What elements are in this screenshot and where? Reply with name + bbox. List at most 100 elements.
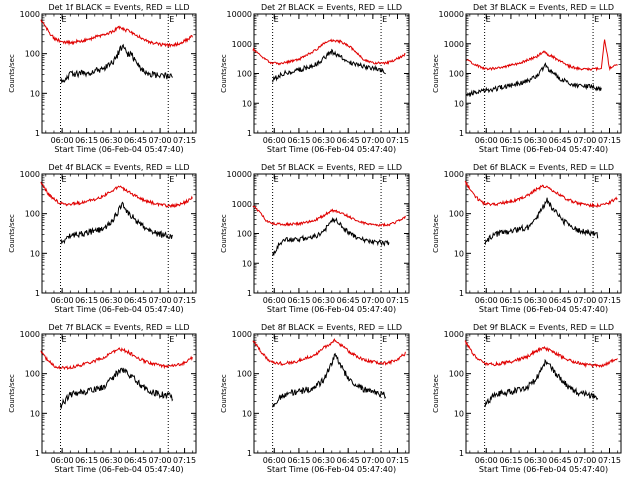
x-axis-label: Start Time (06-Feb-04 05:47:40): [54, 145, 183, 154]
x-tick-label: 07:00: [149, 136, 172, 145]
y-tick-label: 1: [35, 449, 40, 458]
y-tick-label: 10: [30, 409, 40, 418]
x-tick-label: 06:45: [549, 456, 572, 465]
x-tick-label: 06:15: [287, 456, 310, 465]
chart-title: Det 9f BLACK = Events, RED = LLD: [473, 323, 614, 332]
x-tick-label: 06:45: [549, 296, 572, 305]
x-tick-label: 07:15: [598, 456, 621, 465]
event-marker-label: E: [382, 335, 387, 344]
x-tick-label: 06:45: [337, 456, 360, 465]
event-marker-label: E: [274, 15, 279, 24]
x-tick-label: 06:30: [100, 136, 123, 145]
event-marker-label: E: [62, 175, 67, 184]
y-tick-label: 1000: [232, 200, 252, 209]
y-axis-label: Counts/sec: [8, 374, 16, 413]
x-tick-label: 06:00: [475, 136, 498, 145]
plot-frame: [253, 333, 410, 454]
x-tick-label: 06:45: [124, 296, 147, 305]
chart-panel-4: Det 4f BLACK = Events, RED = LLD 1 10 100 10…: [8, 163, 197, 314]
y-tick-label: 100: [449, 210, 464, 219]
x-axis-label: Start Time (06-Feb-04 05:47:40): [54, 465, 183, 474]
x-axis-label: Start Time (06-Feb-04 05:47:40): [267, 305, 396, 314]
lld-series-line: [40, 181, 193, 209]
y-tick-label: 1000: [232, 40, 252, 49]
x-tick-label: 07:15: [173, 296, 196, 305]
x-tick-label: 06:15: [499, 296, 522, 305]
x-tick-label: 07:15: [386, 456, 409, 465]
x-tick-label: 06:30: [312, 456, 335, 465]
x-tick-label: 06:15: [75, 296, 98, 305]
y-tick-label: 100: [25, 370, 40, 379]
y-tick-label: 1: [247, 449, 252, 458]
events-series-line: [484, 197, 599, 246]
y-tick-label: 10000: [227, 10, 252, 19]
y-tick-label: 1000: [444, 40, 464, 49]
x-tick-label: 06:00: [263, 296, 286, 305]
lld-series-line: [464, 180, 618, 208]
lld-series-line: [40, 347, 193, 371]
plot-frame: [465, 13, 622, 134]
chart-panel-1: Det 1f BLACK = Events, RED = LLD 1 10 100 10…: [8, 3, 197, 154]
lld-series-line: [252, 338, 406, 367]
x-tick-label: 06:15: [287, 296, 310, 305]
chart-panel-8: Det 8f BLACK = Events, RED = LLD 1 10 100 10…: [220, 323, 410, 474]
y-tick-label: 100: [237, 370, 252, 379]
y-tick-label: 1000: [20, 330, 40, 339]
x-tick-label: 06:00: [263, 456, 286, 465]
y-tick-label: 100: [25, 210, 40, 219]
chart-title: Det 5f BLACK = Events, RED = LLD: [261, 163, 402, 172]
chart-panel-7: Det 7f BLACK = Events, RED = LLD 1 10 100 10…: [8, 323, 197, 474]
y-tick-label: 10: [454, 99, 464, 108]
y-tick-label: 10: [242, 259, 252, 268]
chart-panel-3: Det 3f BLACK = Events, RED = LLD 1 10 100 10…: [432, 3, 622, 154]
lld-series-line: [466, 39, 618, 72]
y-axis-label: Counts/sec: [432, 214, 440, 253]
y-tick-label: 1000: [20, 10, 40, 19]
event-marker-label: E: [274, 175, 279, 184]
plot-frame: [41, 173, 197, 294]
events-series-line: [272, 48, 386, 83]
x-tick-label: 06:45: [124, 136, 147, 145]
y-tick-label: 1: [459, 449, 464, 458]
x-tick-label: 06:00: [475, 456, 498, 465]
x-tick-label: 06:15: [287, 136, 310, 145]
event-marker-label: E: [169, 335, 174, 344]
x-tick-label: 07:15: [598, 136, 621, 145]
y-tick-label: 1: [35, 289, 40, 298]
y-tick-label: 1000: [444, 170, 464, 179]
x-tick-label: 06:00: [51, 296, 74, 305]
chart-title: Det 2f BLACK = Events, RED = LLD: [261, 3, 402, 12]
y-tick-label: 1: [35, 129, 40, 138]
lld-series-line: [464, 340, 618, 369]
x-tick-label: 06:30: [524, 296, 547, 305]
x-tick-label: 06:00: [475, 296, 498, 305]
event-marker-label: E: [62, 15, 67, 24]
y-axis-label: Counts/sec: [432, 54, 440, 93]
y-tick-label: 10000: [227, 170, 252, 179]
x-tick-label: 06:15: [75, 136, 98, 145]
events-series-line: [484, 358, 599, 408]
chart-panel-2: Det 2f BLACK = Events, RED = LLD 1 10 100 10…: [220, 3, 410, 154]
event-marker-label: E: [274, 335, 279, 344]
plot-frame: [41, 13, 197, 134]
y-tick-label: 1000: [232, 330, 252, 339]
lld-series-line: [252, 205, 406, 228]
y-tick-label: 10000: [439, 10, 464, 19]
y-tick-label: 10: [454, 249, 464, 258]
y-tick-label: 10: [30, 89, 40, 98]
y-axis-label: Counts/sec: [8, 54, 16, 93]
lld-series-line: [40, 19, 193, 48]
chart-panel-5: Det 5f BLACK = Events, RED = LLD 1 10 100 10…: [220, 163, 410, 314]
chart-title: Det 8f BLACK = Events, RED = LLD: [261, 323, 402, 332]
y-tick-label: 1: [247, 289, 252, 298]
y-axis-label: Counts/sec: [220, 54, 228, 93]
x-tick-label: 06:45: [124, 456, 147, 465]
x-tick-label: 07:00: [573, 136, 596, 145]
x-tick-label: 06:45: [337, 296, 360, 305]
x-tick-label: 07:00: [361, 296, 384, 305]
y-axis-label: Counts/sec: [432, 374, 440, 413]
x-tick-label: 07:00: [149, 456, 172, 465]
events-series-line: [272, 352, 387, 408]
event-marker-label: E: [382, 175, 387, 184]
